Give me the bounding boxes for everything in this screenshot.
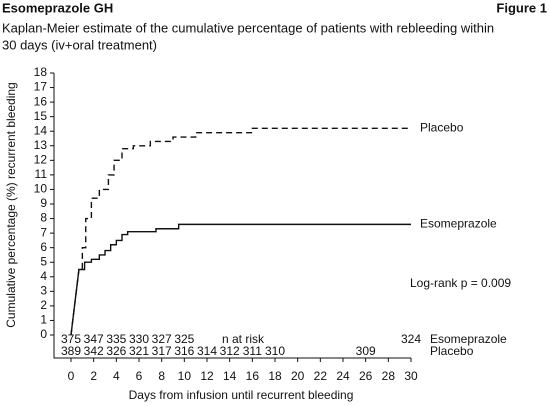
y-tick-label: 8 [40, 211, 47, 225]
annotation: Log-rank p = 0.009 [410, 276, 511, 290]
x-tick-label: 30 [404, 369, 418, 383]
x-tick-label: 14 [223, 369, 237, 383]
at-risk-count: 389 [61, 344, 81, 358]
x-tick-label: 2 [90, 369, 97, 383]
x-tick-label: 28 [382, 369, 396, 383]
y-tick-label: 9 [40, 196, 47, 210]
x-tick-label: 20 [291, 369, 305, 383]
at-risk-count: 327 [152, 332, 172, 346]
y-tick-label: 4 [40, 269, 47, 283]
x-axis-label: Days from infusion until recurrent bleed… [129, 388, 354, 402]
at-risk-count: 347 [84, 332, 104, 346]
figure-label: Figure 1 [496, 0, 547, 15]
x-tick-label: 24 [336, 369, 350, 383]
at-risk-label: n at risk [222, 332, 265, 346]
y-tick-label: 0 [40, 327, 47, 341]
at-risk-row-label: Placebo [430, 344, 474, 358]
y-tick-label: 13 [34, 138, 48, 152]
y-tick-label: 11 [35, 167, 48, 181]
x-tick-label: 18 [268, 369, 282, 383]
x-tick-label: 16 [246, 369, 260, 383]
at-risk-count: 314 [197, 344, 217, 358]
x-tick-label: 12 [200, 369, 214, 383]
at-risk-count: 312 [220, 344, 240, 358]
series-label: Esomeprazole [420, 217, 497, 231]
at-risk-count: 309 [356, 344, 376, 358]
x-tick-label: 0 [68, 369, 75, 383]
y-tick-label: 18 [34, 65, 48, 79]
y-tick-label: 17 [34, 80, 48, 94]
chart-title: Kaplan-Meier estimate of the cumulative … [2, 20, 494, 35]
at-risk-count: 342 [84, 344, 104, 358]
header: Esomeprazole GH [2, 0, 113, 15]
chart-title-line2: 30 days (iv+oral treatment) [2, 37, 157, 52]
km-curve [70, 223, 411, 336]
y-tick-label: 6 [40, 240, 47, 254]
y-tick-label: 1 [40, 313, 47, 327]
at-risk-count: 310 [265, 344, 285, 358]
axes [53, 73, 411, 359]
y-tick-label: 5 [40, 254, 47, 268]
y-axis-label: Cumulative percentage (%) recurrent blee… [4, 82, 18, 327]
km-curve [70, 127, 411, 336]
at-risk-count: 375 [61, 332, 81, 346]
at-risk-count: 326 [106, 344, 126, 358]
at-risk-row-label: Esomeprazole [430, 332, 507, 346]
x-tick-label: 26 [359, 369, 373, 383]
at-risk-count: 335 [106, 332, 126, 346]
y-tick-label: 3 [40, 284, 47, 298]
at-risk-count: 321 [129, 344, 149, 358]
at-risk-count: 317 [152, 344, 172, 358]
x-tick-label: 4 [113, 369, 120, 383]
y-tick-label: 16 [34, 94, 48, 108]
at-risk-count: 330 [129, 332, 149, 346]
at-risk-count: 324 [401, 332, 421, 346]
y-tick-label: 2 [40, 298, 47, 312]
x-tick-label: 10 [178, 369, 192, 383]
x-tick-label: 8 [158, 369, 165, 383]
y-tick-label: 14 [34, 123, 48, 137]
y-tick-label: 15 [34, 109, 48, 123]
x-tick-label: 22 [314, 369, 328, 383]
at-risk-count: 325 [174, 332, 194, 346]
at-risk-count: 311 [243, 344, 262, 358]
x-tick-label: 6 [136, 369, 143, 383]
y-tick-label: 10 [34, 182, 48, 196]
at-risk-count: 316 [174, 344, 194, 358]
series-label: Placebo [420, 120, 464, 134]
y-tick-label: 7 [40, 225, 47, 239]
y-tick-label: 12 [34, 153, 48, 167]
